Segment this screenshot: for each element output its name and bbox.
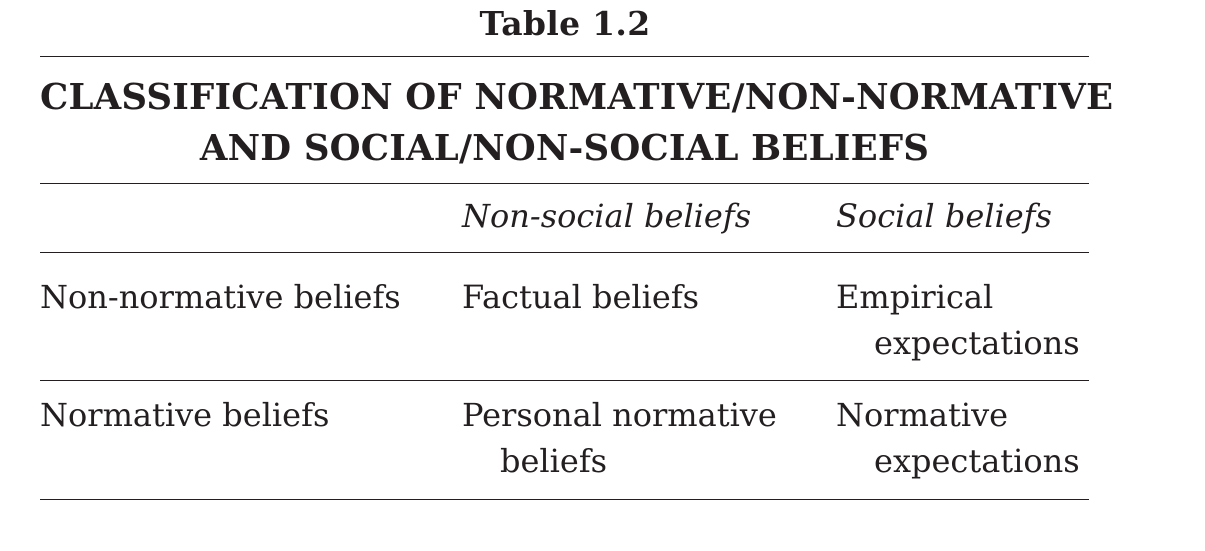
cell-text-continued: expectations	[874, 442, 1080, 480]
cell-text-continued: expectations	[874, 324, 1080, 362]
top-rule	[40, 56, 1089, 57]
cell-personal-normative-beliefs: Personal normative beliefs	[462, 392, 777, 484]
cell-text: Personal normative	[462, 396, 777, 434]
cell-text: Factual beliefs	[462, 278, 700, 316]
row-label-normative: Normative beliefs	[40, 396, 330, 434]
table-number-label: Table 1.2	[479, 4, 651, 43]
cell-empirical-expectations: Empirical expectations	[836, 274, 1080, 366]
cell-text: Normative	[836, 396, 1009, 434]
row-label-non-normative: Non-normative beliefs	[40, 278, 401, 316]
cell-normative-expectations: Normative expectations	[836, 392, 1080, 484]
column-header-non-social: Non-social beliefs	[462, 197, 752, 235]
heading-rule	[40, 183, 1089, 184]
bottom-rule	[40, 499, 1089, 500]
table-heading-line-1: CLASSIFICATION OF NORMATIVE/NON-NORMATIV…	[40, 77, 1114, 118]
cell-factual-beliefs: Factual beliefs	[462, 274, 699, 320]
column-header-social: Social beliefs	[836, 197, 1052, 235]
cell-text: Empirical	[836, 278, 994, 316]
column-header-rule	[40, 252, 1089, 253]
cell-text-continued: beliefs	[500, 442, 608, 480]
table-heading: CLASSIFICATION OF NORMATIVE/NON-NORMATIV…	[40, 72, 1114, 174]
table-heading-line-2: AND SOCIAL/NON-SOCIAL BELIEFS	[199, 128, 930, 169]
row-divider-rule	[40, 380, 1089, 381]
